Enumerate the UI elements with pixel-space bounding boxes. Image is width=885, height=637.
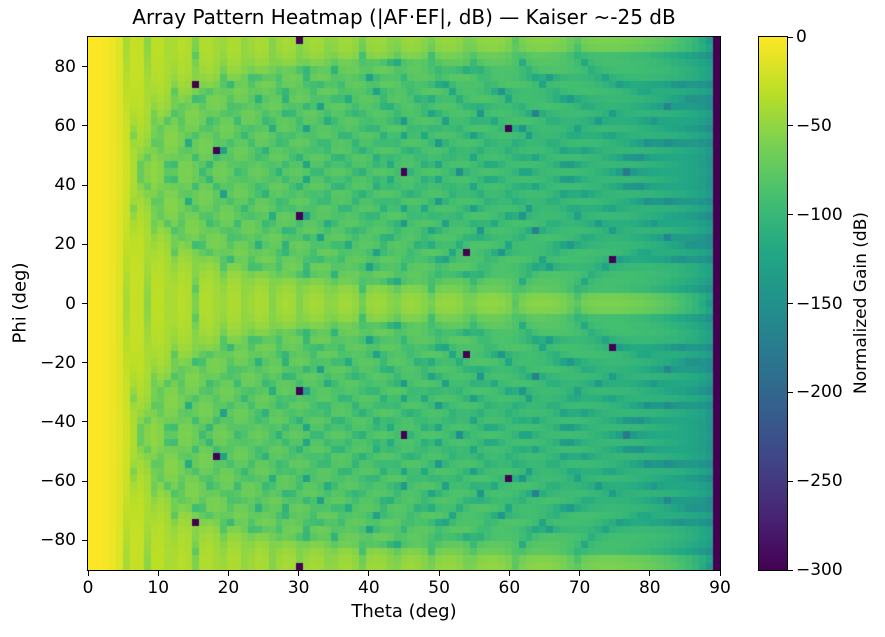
colorbar-tick-label: −50 [796, 115, 832, 136]
y-tick-mark [82, 243, 88, 245]
y-tick-mark [82, 539, 88, 541]
colorbar-tick-label: −200 [796, 382, 843, 403]
colorbar-tick-label: −150 [796, 293, 843, 314]
y-tick-label: 20 [54, 234, 76, 255]
colorbar-tick-mark [788, 569, 793, 571]
colorbar-tick-label: −100 [796, 204, 843, 225]
y-tick-label: 80 [54, 56, 76, 77]
colorbar-tick-mark [788, 214, 793, 216]
y-tick-label: −80 [40, 530, 76, 551]
heatmap-canvas [87, 36, 721, 571]
x-tick-mark [649, 570, 651, 576]
x-tick-label: 80 [638, 578, 661, 598]
x-tick-mark [298, 570, 300, 576]
colorbar-tick-mark [788, 480, 793, 482]
y-axis-label: Phi (deg) [9, 262, 31, 344]
x-tick-mark [438, 570, 440, 576]
x-tick-label: 90 [709, 578, 731, 598]
colorbar-tick-label: −300 [796, 560, 843, 580]
colorbar-tick-mark [788, 125, 793, 127]
y-tick-mark [82, 421, 88, 423]
y-tick-label: −40 [40, 411, 76, 432]
x-axis-label: Theta (deg) [351, 601, 457, 622]
x-tick-label: 30 [287, 578, 310, 598]
y-tick-label: −20 [40, 352, 76, 373]
x-tick-mark [579, 570, 581, 576]
colorbar-tick-label: 0 [796, 27, 807, 47]
y-tick-mark [82, 362, 88, 364]
x-tick-mark [508, 570, 510, 576]
colorbar-label: Normalized Gain (dB) [851, 211, 871, 395]
y-tick-label: 60 [54, 115, 76, 136]
y-tick-mark [82, 66, 88, 68]
y-tick-label: −60 [40, 471, 76, 492]
y-tick-label: 40 [54, 175, 76, 196]
x-tick-label: 40 [358, 578, 380, 598]
x-tick-label: 50 [428, 578, 450, 598]
colorbar-tick-mark [788, 391, 793, 393]
colorbar-tick-label: −250 [796, 471, 843, 492]
x-tick-mark [87, 570, 89, 576]
x-tick-label: 20 [217, 578, 240, 598]
colorbar-tick-mark [788, 36, 793, 38]
x-tick-mark [368, 570, 370, 576]
chart-title: Array Pattern Heatmap (|AF·EF|, dB) — Ka… [132, 5, 676, 29]
x-tick-label: 60 [498, 578, 521, 598]
x-tick-label: 70 [568, 578, 591, 598]
x-tick-mark [157, 570, 159, 576]
colorbar-canvas [758, 36, 788, 571]
y-tick-mark [82, 480, 88, 482]
y-tick-mark [82, 303, 88, 304]
colorbar-tick-mark [788, 303, 793, 304]
y-tick-label: 0 [65, 293, 76, 314]
x-tick-label: 0 [82, 578, 94, 598]
x-tick-mark [227, 570, 229, 576]
y-tick-mark [82, 184, 88, 186]
x-tick-mark [719, 570, 721, 576]
y-tick-mark [82, 125, 88, 127]
x-tick-label: 10 [147, 578, 170, 598]
